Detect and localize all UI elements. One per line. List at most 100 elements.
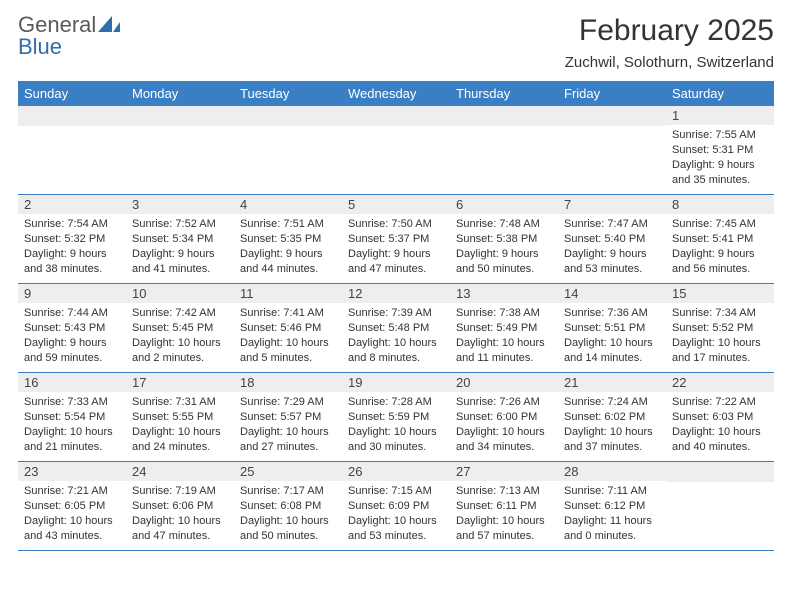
day-number: 1 bbox=[666, 106, 774, 125]
day-number: 15 bbox=[666, 284, 774, 303]
day-details: Sunrise: 7:48 AMSunset: 5:38 PMDaylight:… bbox=[450, 214, 558, 280]
weekday-header: Monday bbox=[126, 81, 234, 106]
day-number: 19 bbox=[342, 373, 450, 392]
logo-line1: General bbox=[18, 14, 120, 36]
day-cell: 3Sunrise: 7:52 AMSunset: 5:34 PMDaylight… bbox=[126, 195, 234, 283]
day-details: Sunrise: 7:28 AMSunset: 5:59 PMDaylight:… bbox=[342, 392, 450, 458]
day-details: Sunrise: 7:21 AMSunset: 6:05 PMDaylight:… bbox=[18, 481, 126, 547]
day-cell: 19Sunrise: 7:28 AMSunset: 5:59 PMDayligh… bbox=[342, 373, 450, 461]
day-number: 28 bbox=[558, 462, 666, 481]
day-number: 10 bbox=[126, 284, 234, 303]
day-number: 9 bbox=[18, 284, 126, 303]
day-cell bbox=[234, 106, 342, 194]
day-details: Sunrise: 7:38 AMSunset: 5:49 PMDaylight:… bbox=[450, 303, 558, 369]
day-cell: 20Sunrise: 7:26 AMSunset: 6:00 PMDayligh… bbox=[450, 373, 558, 461]
logo-text-block: General Blue bbox=[18, 14, 120, 58]
calendar-page: General Blue February 2025 Zuchwil, Solo… bbox=[0, 0, 792, 565]
day-number: 5 bbox=[342, 195, 450, 214]
logo-word-blue: Blue bbox=[18, 36, 120, 58]
day-details: Sunrise: 7:44 AMSunset: 5:43 PMDaylight:… bbox=[18, 303, 126, 369]
day-details: Sunrise: 7:51 AMSunset: 5:35 PMDaylight:… bbox=[234, 214, 342, 280]
day-details: Sunrise: 7:36 AMSunset: 5:51 PMDaylight:… bbox=[558, 303, 666, 369]
day-cell: 23Sunrise: 7:21 AMSunset: 6:05 PMDayligh… bbox=[18, 462, 126, 550]
day-details: Sunrise: 7:13 AMSunset: 6:11 PMDaylight:… bbox=[450, 481, 558, 547]
day-number bbox=[234, 106, 342, 126]
day-cell: 27Sunrise: 7:13 AMSunset: 6:11 PMDayligh… bbox=[450, 462, 558, 550]
day-details: Sunrise: 7:26 AMSunset: 6:00 PMDaylight:… bbox=[450, 392, 558, 458]
day-cell: 4Sunrise: 7:51 AMSunset: 5:35 PMDaylight… bbox=[234, 195, 342, 283]
day-cell: 6Sunrise: 7:48 AMSunset: 5:38 PMDaylight… bbox=[450, 195, 558, 283]
header: General Blue February 2025 Zuchwil, Solo… bbox=[18, 14, 774, 71]
day-number: 3 bbox=[126, 195, 234, 214]
day-details: Sunrise: 7:42 AMSunset: 5:45 PMDaylight:… bbox=[126, 303, 234, 369]
day-cell: 18Sunrise: 7:29 AMSunset: 5:57 PMDayligh… bbox=[234, 373, 342, 461]
day-details: Sunrise: 7:17 AMSunset: 6:08 PMDaylight:… bbox=[234, 481, 342, 547]
day-number bbox=[126, 106, 234, 126]
day-number: 22 bbox=[666, 373, 774, 392]
day-details: Sunrise: 7:55 AMSunset: 5:31 PMDaylight:… bbox=[666, 125, 774, 191]
day-details: Sunrise: 7:34 AMSunset: 5:52 PMDaylight:… bbox=[666, 303, 774, 369]
weekday-header: Thursday bbox=[450, 81, 558, 106]
week-row: 16Sunrise: 7:33 AMSunset: 5:54 PMDayligh… bbox=[18, 373, 774, 462]
day-details: Sunrise: 7:41 AMSunset: 5:46 PMDaylight:… bbox=[234, 303, 342, 369]
day-cell: 2Sunrise: 7:54 AMSunset: 5:32 PMDaylight… bbox=[18, 195, 126, 283]
day-number: 7 bbox=[558, 195, 666, 214]
day-number bbox=[558, 106, 666, 126]
day-cell: 9Sunrise: 7:44 AMSunset: 5:43 PMDaylight… bbox=[18, 284, 126, 372]
day-details: Sunrise: 7:47 AMSunset: 5:40 PMDaylight:… bbox=[558, 214, 666, 280]
day-cell bbox=[450, 106, 558, 194]
title-block: February 2025 Zuchwil, Solothurn, Switze… bbox=[565, 14, 774, 71]
day-cell: 11Sunrise: 7:41 AMSunset: 5:46 PMDayligh… bbox=[234, 284, 342, 372]
day-details: Sunrise: 7:45 AMSunset: 5:41 PMDaylight:… bbox=[666, 214, 774, 280]
day-number: 6 bbox=[450, 195, 558, 214]
day-cell: 5Sunrise: 7:50 AMSunset: 5:37 PMDaylight… bbox=[342, 195, 450, 283]
month-title: February 2025 bbox=[565, 14, 774, 48]
day-cell: 13Sunrise: 7:38 AMSunset: 5:49 PMDayligh… bbox=[450, 284, 558, 372]
day-number: 18 bbox=[234, 373, 342, 392]
day-cell: 28Sunrise: 7:11 AMSunset: 6:12 PMDayligh… bbox=[558, 462, 666, 550]
day-details: Sunrise: 7:54 AMSunset: 5:32 PMDaylight:… bbox=[18, 214, 126, 280]
week-row: 1Sunrise: 7:55 AMSunset: 5:31 PMDaylight… bbox=[18, 106, 774, 195]
day-number: 25 bbox=[234, 462, 342, 481]
day-cell: 22Sunrise: 7:22 AMSunset: 6:03 PMDayligh… bbox=[666, 373, 774, 461]
day-cell bbox=[126, 106, 234, 194]
week-row: 23Sunrise: 7:21 AMSunset: 6:05 PMDayligh… bbox=[18, 462, 774, 551]
day-number: 20 bbox=[450, 373, 558, 392]
day-cell: 12Sunrise: 7:39 AMSunset: 5:48 PMDayligh… bbox=[342, 284, 450, 372]
day-cell: 24Sunrise: 7:19 AMSunset: 6:06 PMDayligh… bbox=[126, 462, 234, 550]
day-cell: 25Sunrise: 7:17 AMSunset: 6:08 PMDayligh… bbox=[234, 462, 342, 550]
day-number: 23 bbox=[18, 462, 126, 481]
day-cell: 14Sunrise: 7:36 AMSunset: 5:51 PMDayligh… bbox=[558, 284, 666, 372]
day-number: 12 bbox=[342, 284, 450, 303]
day-cell: 1Sunrise: 7:55 AMSunset: 5:31 PMDaylight… bbox=[666, 106, 774, 194]
sail-icon bbox=[98, 14, 120, 36]
weekday-header: Friday bbox=[558, 81, 666, 106]
week-row: 2Sunrise: 7:54 AMSunset: 5:32 PMDaylight… bbox=[18, 195, 774, 284]
day-number: 16 bbox=[18, 373, 126, 392]
location: Zuchwil, Solothurn, Switzerland bbox=[565, 54, 774, 71]
day-details: Sunrise: 7:15 AMSunset: 6:09 PMDaylight:… bbox=[342, 481, 450, 547]
day-number bbox=[450, 106, 558, 126]
day-details: Sunrise: 7:11 AMSunset: 6:12 PMDaylight:… bbox=[558, 481, 666, 547]
day-cell: 10Sunrise: 7:42 AMSunset: 5:45 PMDayligh… bbox=[126, 284, 234, 372]
weekday-header: Sunday bbox=[18, 81, 126, 106]
day-cell bbox=[18, 106, 126, 194]
day-number: 26 bbox=[342, 462, 450, 481]
weekday-header: Wednesday bbox=[342, 81, 450, 106]
day-cell: 8Sunrise: 7:45 AMSunset: 5:41 PMDaylight… bbox=[666, 195, 774, 283]
day-number: 13 bbox=[450, 284, 558, 303]
day-details: Sunrise: 7:39 AMSunset: 5:48 PMDaylight:… bbox=[342, 303, 450, 369]
weekday-header: Saturday bbox=[666, 81, 774, 106]
day-details: Sunrise: 7:33 AMSunset: 5:54 PMDaylight:… bbox=[18, 392, 126, 458]
day-number: 14 bbox=[558, 284, 666, 303]
day-cell: 7Sunrise: 7:47 AMSunset: 5:40 PMDaylight… bbox=[558, 195, 666, 283]
logo: General Blue bbox=[18, 14, 120, 58]
day-number: 8 bbox=[666, 195, 774, 214]
day-cell: 21Sunrise: 7:24 AMSunset: 6:02 PMDayligh… bbox=[558, 373, 666, 461]
day-cell bbox=[342, 106, 450, 194]
day-details: Sunrise: 7:19 AMSunset: 6:06 PMDaylight:… bbox=[126, 481, 234, 547]
day-cell bbox=[558, 106, 666, 194]
day-cell bbox=[666, 462, 774, 550]
day-details: Sunrise: 7:24 AMSunset: 6:02 PMDaylight:… bbox=[558, 392, 666, 458]
day-number bbox=[18, 106, 126, 126]
